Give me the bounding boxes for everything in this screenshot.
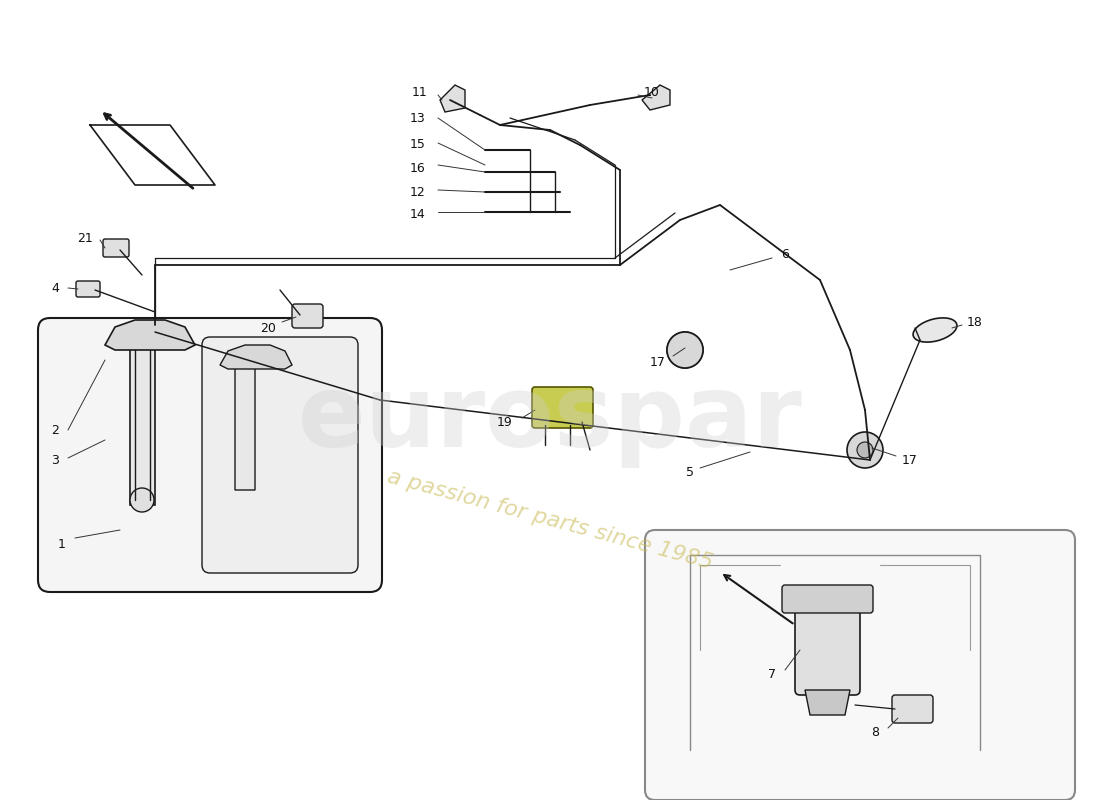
Polygon shape	[235, 358, 255, 490]
Text: 12: 12	[410, 186, 426, 198]
Text: 18: 18	[967, 315, 983, 329]
Text: 8: 8	[871, 726, 879, 738]
Circle shape	[667, 332, 703, 368]
Text: 17: 17	[902, 454, 917, 466]
Text: 3: 3	[51, 454, 59, 466]
Text: a passion for parts since 1985: a passion for parts since 1985	[385, 467, 715, 573]
Text: 4: 4	[51, 282, 59, 294]
FancyBboxPatch shape	[103, 239, 129, 257]
FancyBboxPatch shape	[892, 695, 933, 723]
FancyBboxPatch shape	[795, 600, 860, 695]
Text: 7: 7	[768, 669, 776, 682]
FancyBboxPatch shape	[292, 304, 323, 328]
Text: 21: 21	[77, 231, 92, 245]
Text: 19: 19	[497, 415, 513, 429]
Text: 10: 10	[645, 86, 660, 98]
FancyBboxPatch shape	[782, 585, 873, 613]
Text: 20: 20	[260, 322, 276, 334]
Polygon shape	[805, 690, 850, 715]
Text: 16: 16	[410, 162, 426, 174]
Ellipse shape	[913, 318, 957, 342]
Text: 1: 1	[58, 538, 66, 551]
Text: 6: 6	[781, 249, 789, 262]
Polygon shape	[104, 320, 195, 350]
FancyBboxPatch shape	[645, 530, 1075, 800]
FancyBboxPatch shape	[76, 281, 100, 297]
Text: 11: 11	[412, 86, 428, 98]
Text: 2: 2	[51, 423, 59, 437]
Circle shape	[130, 488, 154, 512]
Polygon shape	[130, 335, 155, 505]
Polygon shape	[440, 85, 465, 112]
Text: 15: 15	[410, 138, 426, 151]
Circle shape	[667, 332, 703, 368]
Text: 14: 14	[410, 209, 426, 222]
Text: 5: 5	[686, 466, 694, 478]
FancyBboxPatch shape	[532, 387, 593, 428]
Polygon shape	[642, 85, 670, 110]
Polygon shape	[220, 345, 292, 369]
FancyBboxPatch shape	[39, 318, 382, 592]
Text: 17: 17	[650, 355, 666, 369]
Circle shape	[847, 432, 883, 468]
Circle shape	[857, 442, 873, 458]
FancyBboxPatch shape	[202, 337, 358, 573]
Circle shape	[676, 342, 693, 358]
Text: 13: 13	[410, 111, 426, 125]
Text: eurospar: eurospar	[298, 371, 802, 469]
